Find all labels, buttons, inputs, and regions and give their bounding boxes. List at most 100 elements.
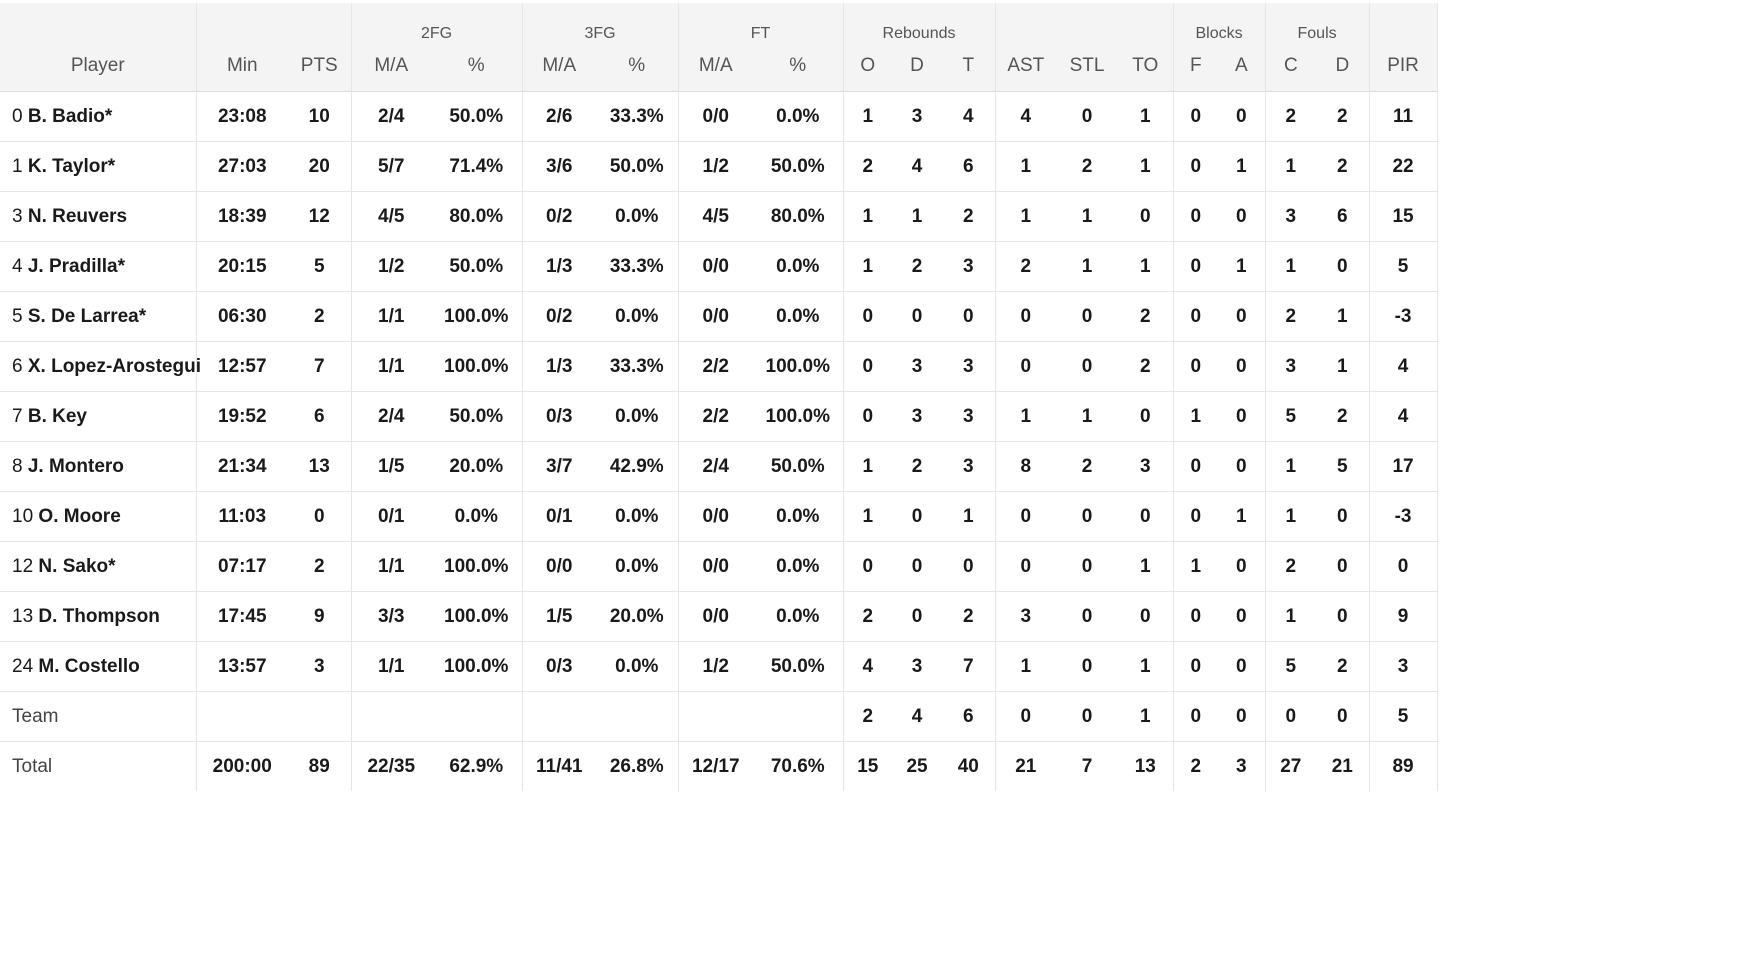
min-cell: 200:00 (196, 741, 288, 791)
col-header-reb-t[interactable]: T (942, 47, 996, 92)
table-row: 1 K. Taylor* 27:03 20 5/7 71.4% 3/6 50.0% 1/2 50… (0, 141, 1438, 192)
foul-c-cell: 1 (1265, 241, 1317, 292)
ast-cell: 1 (995, 641, 1057, 692)
player-cell[interactable]: 0 B. Badio* (0, 91, 197, 142)
table-row: 3 N. Reuvers 18:39 12 4/5 80.0% 0/2 0.0% 4/5 80.… (0, 191, 1438, 242)
fg3-ma-cell: 2/6 (522, 91, 596, 142)
player-cell[interactable]: 10 O. Moore (0, 491, 197, 542)
ft-pct-cell: 50.0% (753, 641, 844, 692)
player-cell[interactable]: 1 K. Taylor* (0, 141, 197, 192)
col-header-ast[interactable]: AST (995, 47, 1057, 92)
foul-c-cell: 5 (1265, 391, 1317, 442)
total-label-cell: Total (0, 741, 197, 791)
foul-c-cell: 3 (1265, 341, 1317, 392)
fg2-pct-cell: 100.0% (431, 341, 523, 392)
ast-cell: 0 (995, 291, 1057, 342)
team-label-cell: Team (0, 691, 197, 742)
blk-a-cell: 0 (1218, 691, 1266, 742)
stl-cell: 0 (1056, 541, 1119, 592)
ast-cell: 1 (995, 141, 1057, 192)
ast-cell: 2 (995, 241, 1057, 292)
pts-cell: 7 (288, 341, 352, 392)
to-cell: 2 (1118, 341, 1174, 392)
player-cell[interactable]: 3 N. Reuvers (0, 191, 197, 242)
to-cell: 0 (1118, 491, 1174, 542)
fg2-pct-cell: 0.0% (431, 491, 523, 542)
player-number: 1 (12, 155, 23, 177)
player-number: 3 (12, 205, 23, 227)
col-header-player[interactable]: Player (0, 47, 197, 92)
fg2-pct-cell: 100.0% (431, 541, 523, 592)
reb-o-cell: 0 (843, 291, 893, 342)
col-header-to[interactable]: TO (1118, 47, 1174, 92)
col-header-foul-c[interactable]: C (1265, 47, 1317, 92)
blk-f-cell: 0 (1173, 291, 1219, 342)
blk-f-cell: 0 (1173, 591, 1219, 642)
fg3-pct-cell (596, 691, 679, 742)
min-cell: 11:03 (196, 491, 288, 542)
stl-cell: 1 (1056, 191, 1119, 242)
reb-o-cell: 0 (843, 341, 893, 392)
pts-cell: 20 (288, 141, 352, 192)
ft-pct-cell: 100.0% (753, 391, 844, 442)
to-cell: 13 (1118, 741, 1174, 791)
ft-ma-cell: 0/0 (678, 291, 753, 342)
col-header-pir[interactable]: PIR (1369, 47, 1438, 92)
player-cell[interactable]: 13 D. Thompson (0, 591, 197, 642)
foul-d-cell: 6 (1316, 191, 1370, 242)
col-header-3fg-pct[interactable]: % (596, 47, 679, 92)
col-header-3fg-ma[interactable]: M/A (522, 47, 596, 92)
reb-o-cell: 1 (843, 491, 893, 542)
ft-ma-cell: 0/0 (678, 491, 753, 542)
reb-t-cell: 2 (942, 191, 996, 242)
col-header-reb-o[interactable]: O (843, 47, 893, 92)
group-header-ft: FT (678, 3, 844, 47)
min-cell: 18:39 (196, 191, 288, 242)
pts-cell: 10 (288, 91, 352, 142)
to-cell: 1 (1118, 691, 1174, 742)
stl-cell: 1 (1056, 391, 1119, 442)
fg2-ma-cell: 1/5 (351, 441, 431, 492)
player-cell[interactable]: 24 M. Costello (0, 641, 197, 692)
col-header-min[interactable]: Min (196, 47, 288, 92)
col-header-ft-ma[interactable]: M/A (678, 47, 753, 92)
reb-d-cell: 1 (892, 191, 943, 242)
reb-o-cell: 2 (843, 591, 893, 642)
player-name: J. Pradilla* (27, 255, 126, 277)
col-header-2fg-pct[interactable]: % (431, 47, 523, 92)
col-header-blk-f[interactable]: F (1173, 47, 1219, 92)
fg3-ma-cell: 3/6 (522, 141, 596, 192)
player-cell[interactable]: 8 J. Montero (0, 441, 197, 492)
stl-cell: 2 (1056, 441, 1119, 492)
min-cell: 20:15 (196, 241, 288, 292)
player-cell[interactable]: 6 X. Lopez-Arostegui (0, 341, 201, 392)
to-cell: 0 (1118, 391, 1174, 442)
fg3-ma-cell: 0/3 (522, 391, 596, 442)
stl-cell: 0 (1056, 491, 1119, 542)
pts-cell: 0 (288, 491, 352, 542)
col-header-foul-d[interactable]: D (1316, 47, 1370, 92)
player-cell[interactable]: 7 B. Key (0, 391, 197, 442)
box-score-table: 2FG 3FG FT Rebounds Blocks Fouls Player … (0, 3, 1438, 791)
fg3-ma-cell: 0/3 (522, 641, 596, 692)
col-header-blk-a[interactable]: A (1218, 47, 1266, 92)
player-number: 12 (12, 555, 34, 577)
table-row: 8 J. Montero 21:34 13 1/5 20.0% 3/7 42.9% 2/4 50… (0, 441, 1438, 492)
foul-d-cell: 0 (1316, 491, 1370, 542)
col-header-stl[interactable]: STL (1056, 47, 1119, 92)
player-cell[interactable]: 4 J. Pradilla* (0, 241, 197, 292)
col-header-reb-d[interactable]: D (892, 47, 943, 92)
reb-d-cell: 2 (892, 441, 943, 492)
player-cell[interactable]: 5 S. De Larrea* (0, 291, 197, 342)
pts-cell (288, 691, 352, 742)
ft-pct-cell: 0.0% (753, 241, 844, 292)
col-header-2fg-ma[interactable]: M/A (351, 47, 431, 92)
ft-pct-cell (753, 691, 844, 742)
pts-cell: 6 (288, 391, 352, 442)
col-header-pts[interactable]: PTS (288, 47, 352, 92)
fg3-pct-cell: 0.0% (596, 291, 679, 342)
col-header-ft-pct[interactable]: % (753, 47, 844, 92)
min-cell: 19:52 (196, 391, 288, 442)
group-header-blank (196, 3, 352, 47)
player-cell[interactable]: 12 N. Sako* (0, 541, 197, 592)
